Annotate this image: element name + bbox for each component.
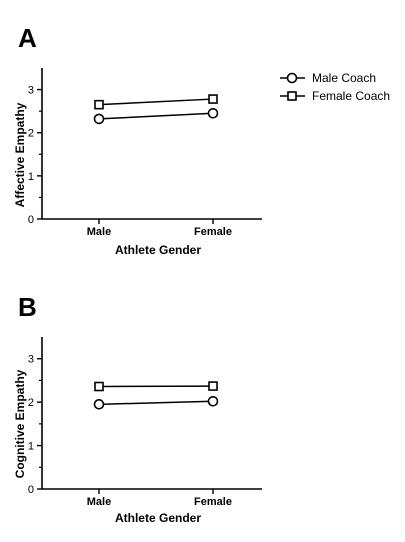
legend-marker-square bbox=[287, 91, 297, 101]
panel-a: A Affective Empathy Athlete Gender 0 1 2 3 M… bbox=[13, 23, 262, 257]
marks-a bbox=[93, 94, 219, 125]
data-point-square-a bbox=[208, 94, 218, 104]
legend-label-female-coach: Female Coach bbox=[312, 89, 390, 103]
series-line-a-0 bbox=[98, 112, 214, 120]
x-tick-label-a: Female bbox=[194, 226, 232, 238]
axes-b: 0 1 2 3 Male Female bbox=[28, 337, 262, 508]
axes-a: 0 1 2 3 Male Female bbox=[28, 68, 262, 238]
legend-label-male-coach: Male Coach bbox=[312, 71, 376, 85]
data-point-circle-b bbox=[207, 395, 219, 407]
y-tick-label-a: 3 bbox=[28, 85, 34, 97]
legend-item-male-coach: Male Coach bbox=[280, 71, 376, 85]
panel-letter-b: B bbox=[18, 292, 37, 322]
y-tick-label-a: 2 bbox=[28, 128, 34, 140]
data-point-circle-a bbox=[207, 108, 219, 119]
panel-b: B Cognitive Empathy Athlete Gender 0 1 2 3 M… bbox=[13, 292, 262, 525]
series-line-a-1 bbox=[98, 98, 214, 106]
y-axis-title-a: Affective Empathy bbox=[13, 102, 27, 207]
data-point-square-a bbox=[94, 99, 104, 110]
x-tick-label-b: Female bbox=[194, 496, 232, 508]
legend-marker-circle bbox=[286, 72, 298, 84]
legend: Male Coach Female Coach bbox=[280, 71, 390, 103]
marks-b bbox=[93, 381, 219, 410]
y-tick-label-b: 0 bbox=[28, 484, 34, 496]
panel-letter-a: A bbox=[18, 23, 37, 53]
data-point-circle-b bbox=[93, 399, 105, 410]
legend-item-female-coach: Female Coach bbox=[280, 89, 390, 103]
y-tick-label-b: 2 bbox=[28, 397, 34, 409]
y-axis-title-b: Cognitive Empathy bbox=[13, 369, 27, 478]
y-tick-label-a: 0 bbox=[28, 214, 34, 226]
data-point-circle-a bbox=[93, 113, 105, 125]
y-tick-label-b: 1 bbox=[28, 441, 34, 453]
data-point-square-b bbox=[94, 381, 104, 392]
series-line-b-0 bbox=[98, 400, 214, 406]
y-tick-label-b: 3 bbox=[28, 354, 34, 366]
data-point-square-b bbox=[208, 381, 218, 391]
x-tick-label-a: Male bbox=[87, 226, 111, 238]
y-tick-label-a: 1 bbox=[28, 171, 34, 183]
x-axis-title-b: Athlete Gender bbox=[115, 511, 201, 525]
x-tick-label-b: Male bbox=[87, 496, 111, 508]
x-axis-title-a: Athlete Gender bbox=[115, 243, 201, 257]
